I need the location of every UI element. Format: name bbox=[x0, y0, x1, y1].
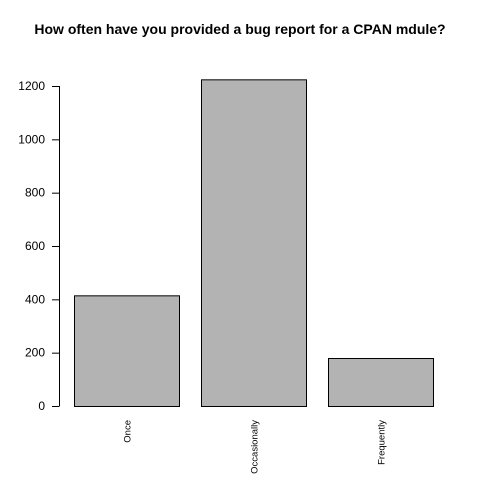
y-tick-label: 800 bbox=[25, 186, 45, 200]
x-tick-label: Frequently bbox=[377, 420, 388, 465]
bar-frequently bbox=[328, 358, 434, 407]
y-tick-label: 1200 bbox=[18, 79, 45, 93]
x-axis-labels: Once Occasionally Frequently bbox=[123, 420, 388, 474]
bars-layer bbox=[74, 79, 434, 408]
y-axis: 0 200 400 600 800 1000 1200 bbox=[18, 79, 60, 413]
x-tick-label: Once bbox=[123, 420, 134, 443]
chart-title: How often have you provided a bug report… bbox=[34, 21, 446, 37]
y-tick-label: 600 bbox=[25, 239, 45, 253]
y-tick-label: 1000 bbox=[18, 132, 45, 146]
y-tick-label: 0 bbox=[38, 399, 45, 413]
bar-once bbox=[74, 295, 180, 408]
x-tick-label: Occasionally bbox=[250, 420, 261, 474]
bar-occasionally bbox=[201, 79, 307, 407]
y-tick-label: 400 bbox=[25, 292, 45, 306]
y-tick-label: 200 bbox=[25, 346, 45, 360]
